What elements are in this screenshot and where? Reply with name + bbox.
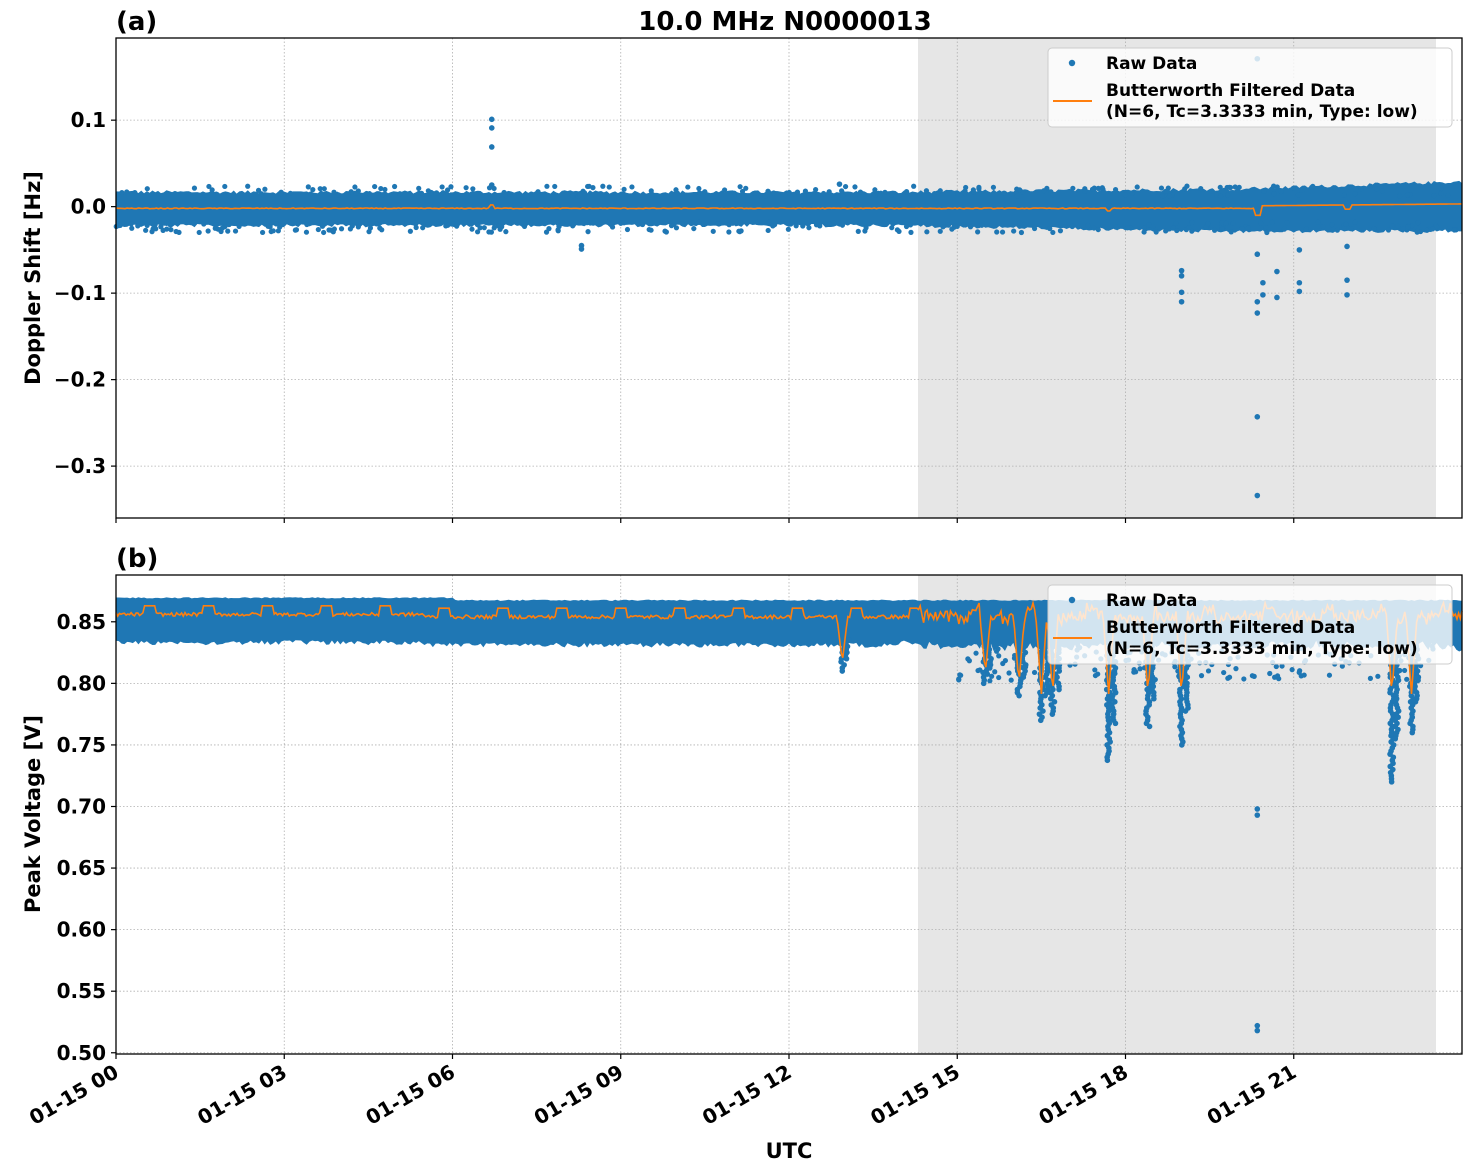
- legend-filtered-label-line2: (N=6, Tc=3.3333 min, Type: low): [1106, 102, 1418, 122]
- outlier-point: [1274, 268, 1280, 275]
- x-axis-label: UTC: [766, 1139, 813, 1163]
- x-tick-label: 01-15 15: [866, 1060, 964, 1130]
- y-tick-label: 0.1: [71, 108, 106, 132]
- y-axis-label-b: Peak Voltage [V]: [21, 715, 45, 913]
- outlier-point: [1260, 279, 1266, 286]
- outlier-point: [1344, 277, 1350, 283]
- legend-b: Raw Data Butterworth Filtered Data (N=6,…: [1047, 584, 1453, 665]
- panel-b-label: (b): [116, 544, 158, 574]
- outlier-point: [488, 125, 495, 131]
- outlier-point: [1178, 289, 1185, 296]
- panel-a: 0.1 0.0 −0.1 −0.2 −0.3 Doppler Shift [Hz] Ra…: [21, 37, 1463, 523]
- y-axis-label-a: Doppler Shift [Hz]: [21, 171, 45, 385]
- y-axis-b: 0.85 0.80 0.75 0.70 0.65 0.60 0.55 0.50: [57, 610, 116, 1065]
- legend-raw-label: Raw Data: [1106, 54, 1197, 74]
- y-axis-a: 0.1 0.0 −0.1 −0.2 −0.3: [54, 108, 116, 478]
- outlier-point: [1296, 279, 1303, 286]
- x-tick-label: 01-15 00: [25, 1060, 123, 1130]
- x-ticks-a: [115, 518, 1295, 523]
- x-tick-label: 01-15 06: [361, 1060, 459, 1130]
- legend-filtered-label-line1: Butterworth Filtered Data: [1106, 81, 1355, 101]
- outlier-point: [1344, 243, 1350, 250]
- outlier-point: [1178, 298, 1185, 305]
- y-tick-label: 0.75: [57, 733, 106, 757]
- outlier-point: [1296, 288, 1303, 295]
- x-tick-label: 01-15 09: [530, 1060, 628, 1130]
- outlier-point: [578, 246, 585, 252]
- legend-filtered-label-line1: Butterworth Filtered Data: [1106, 618, 1355, 638]
- legend-a: Raw Data Butterworth Filtered Data (N=6,…: [1047, 47, 1453, 128]
- outlier-point: [1254, 492, 1261, 499]
- outlier-point: [1178, 273, 1185, 279]
- filtered-line: [115, 203, 1462, 217]
- x-tick-label: 01-15 18: [1034, 1060, 1132, 1130]
- legend-raw-label: Raw Data: [1106, 591, 1197, 611]
- x-tick-label: 01-15 03: [193, 1060, 291, 1130]
- y-tick-label: 0.60: [57, 918, 106, 942]
- outlier-point: [1344, 292, 1350, 298]
- y-tick-label: −0.1: [54, 281, 106, 305]
- raw-data-marker-icon: [1068, 59, 1076, 67]
- outlier-point: [488, 182, 495, 188]
- outlier-point: [1254, 298, 1261, 305]
- y-tick-label: 0.80: [57, 671, 106, 695]
- outlier-point: [488, 116, 495, 123]
- outlier-point: [1178, 267, 1185, 274]
- x-tick-label: 01-15 21: [1203, 1060, 1301, 1130]
- y-tick-label: 0.85: [57, 610, 106, 634]
- outlier-point: [1254, 414, 1261, 420]
- outlier-point: [1254, 310, 1261, 316]
- outlier-point: [1274, 294, 1280, 301]
- legend-filtered-label-line2: (N=6, Tc=3.3333 min, Type: low): [1106, 639, 1418, 659]
- y-tick-label: −0.2: [54, 368, 106, 392]
- panel-a-label: (a): [116, 7, 157, 37]
- outlier-point: [1254, 1022, 1261, 1029]
- y-tick-label: 0.0: [71, 195, 106, 219]
- outlier-point: [1260, 292, 1266, 298]
- outlier-point: [1254, 251, 1261, 258]
- outlier-point: [1254, 812, 1261, 818]
- y-tick-label: 0.55: [57, 979, 106, 1003]
- y-tick-label: 0.70: [57, 794, 106, 818]
- outlier-point: [1296, 247, 1303, 253]
- y-tick-label: −0.3: [54, 454, 106, 478]
- x-tick-label: 01-15 12: [698, 1060, 796, 1130]
- raw-data-marker-icon: [1068, 596, 1076, 604]
- y-tick-label: 0.65: [57, 856, 106, 880]
- plot-area-a: [113, 55, 1462, 499]
- outlier-point: [488, 144, 495, 150]
- panel-b: Raw Data Butterworth Filtered Data (N=6,…: [21, 574, 1463, 1130]
- outlier-point: [836, 181, 843, 187]
- outlier-point: [1254, 1027, 1261, 1034]
- outlier-point: [1254, 806, 1261, 812]
- chart-title: 10.0 MHz N0000013: [638, 7, 931, 37]
- x-axis-b: 01-15 00 01-15 03 01-15 06 01-15 09 01-15 12…: [25, 1054, 1300, 1130]
- y-tick-label: 0.50: [57, 1041, 106, 1065]
